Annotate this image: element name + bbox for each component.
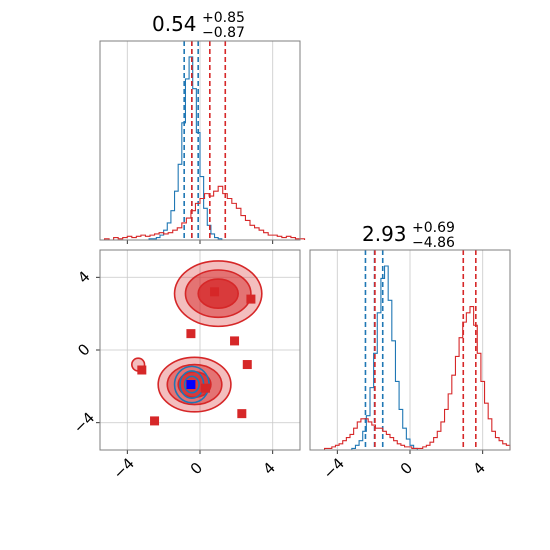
marginal-histogram-param1 <box>99 40 306 244</box>
marker-0-7 <box>237 409 247 419</box>
contour-3-level-2 <box>183 375 200 394</box>
top-panel-hist-series-0 <box>145 56 226 241</box>
marker-0-0 <box>210 287 220 297</box>
marker-0-4 <box>242 360 252 370</box>
joint-contour-panel: −4 0 4 −4 0 4 <box>70 249 301 483</box>
top-panel-hist-series-1 <box>100 185 306 241</box>
marginal-histogram-param2: −4 0 4 <box>309 249 511 483</box>
joint-panel-xtick-label: 4 <box>259 459 278 478</box>
joint-panel-xtick-label: −4 <box>110 454 138 482</box>
marker-0-2 <box>186 329 196 339</box>
right-panel-frame <box>309 249 511 451</box>
title-param1-median: 0.54 <box>152 12 197 36</box>
joint-panel-frame <box>99 249 301 451</box>
right-panel-xtick-label: −4 <box>320 454 348 482</box>
marker-0-1 <box>246 294 256 304</box>
title-param2-upper: +0.69 <box>412 220 455 236</box>
title-param2-lower: −4.86 <box>412 235 455 251</box>
joint-panel-ytick-label: 0 <box>74 340 93 359</box>
marker-1-0 <box>186 380 196 390</box>
marker-0-6 <box>150 416 160 426</box>
joint-panel-ytick-label: −4 <box>70 409 98 437</box>
joint-panel-xtick-label: 0 <box>187 459 206 478</box>
marker-0-3 <box>230 336 240 346</box>
title-param2: 2.93 <box>362 222 407 246</box>
marker-0-5 <box>137 365 147 375</box>
right-panel-hist-series-0 <box>348 265 421 451</box>
right-panel-hist-series-1 <box>310 305 511 451</box>
title-param1-upper: +0.85 <box>202 10 245 26</box>
title-param1: 0.54 <box>152 12 197 36</box>
right-panel-xtick-label: 4 <box>469 459 488 478</box>
title-param2-median: 2.93 <box>362 222 407 246</box>
top-panel-frame <box>99 40 301 241</box>
right-panel-xtick-label: 0 <box>397 459 416 478</box>
title-param1-lower: −0.87 <box>202 25 245 41</box>
marker-0-8 <box>200 383 210 393</box>
joint-panel-ytick-label: 4 <box>74 268 93 287</box>
